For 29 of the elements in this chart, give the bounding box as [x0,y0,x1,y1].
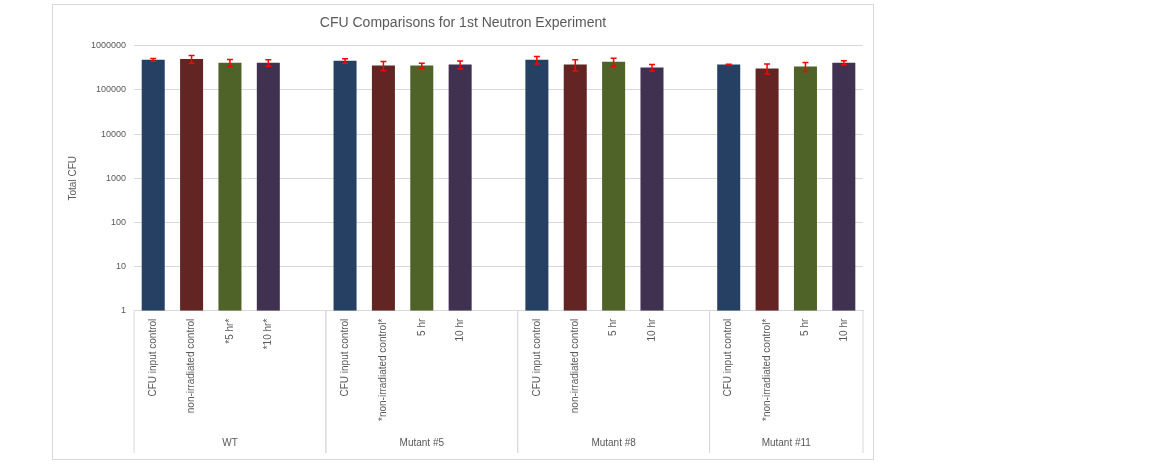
x-tick-label: 5 hr [607,318,619,336]
text: Mutant #11 [761,436,812,448]
x-tick-label: CFU input control [530,318,542,397]
text: Mutant #5 [399,436,445,448]
y-tick-label: 10 [116,261,127,272]
x-tick-label: non-irradiated control [569,318,580,414]
y-tick-label: 1000000 [90,40,127,51]
y-tick-label: 100 [111,216,127,227]
x-tick-label: 10 hr [837,318,849,342]
x-tick-label: *10 hr* [262,318,274,350]
x-tick-label: 5 hr [799,318,811,336]
y-axis-title: Total CFU [66,156,78,201]
x-tick-label: *non-irradiated control* [377,318,389,421]
text: Mutant #8 [591,436,637,448]
x-tick-label: CFU input control [722,318,734,397]
x-tick-label: CFU input control [338,318,350,397]
text: WT [222,436,238,448]
x-tick-label: 10 hr [645,318,657,342]
y-tick-label: 10000 [101,128,127,139]
chart-title: CFU Comparisons for 1st Neutron Experiment [319,14,607,31]
x-tick-label: *5 hr* [223,318,235,344]
x-tick-label: 10 hr [453,318,465,342]
y-tick-label: 100000 [95,84,127,95]
x-tick-label: 5 hr [415,318,427,336]
x-tick-label: *non-irradiated control* [760,318,772,421]
y-tick-label: 1 [121,305,127,316]
x-tick-label: non-irradiated control [185,318,197,414]
y-tick-label: 1000 [106,172,127,183]
x-tick-label: CFU input control [146,318,158,397]
